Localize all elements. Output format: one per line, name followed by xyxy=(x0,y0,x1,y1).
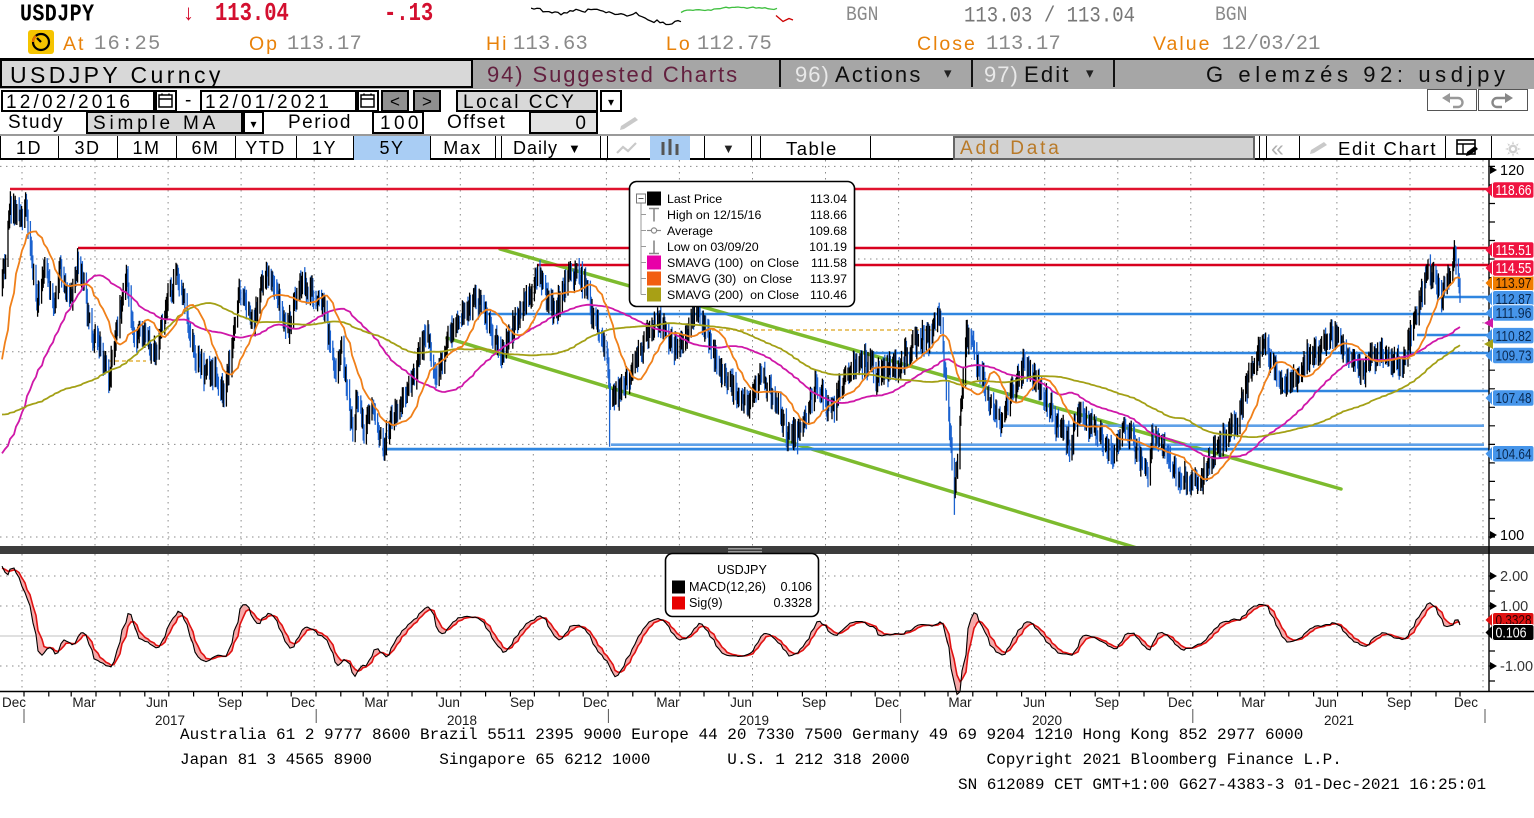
svg-text:113.97: 113.97 xyxy=(1496,276,1532,292)
svg-text:Jun: Jun xyxy=(730,695,752,710)
svg-text:MACD(12,26): MACD(12,26) xyxy=(689,580,766,594)
svg-text:2.00: 2.00 xyxy=(1500,569,1528,585)
svg-text:113.04: 113.04 xyxy=(810,192,847,206)
svg-text:2021: 2021 xyxy=(1324,713,1354,728)
svg-text:111.96: 111.96 xyxy=(1496,306,1532,322)
svg-text:Sep: Sep xyxy=(218,695,242,710)
svg-text:Low on 03/09/20: Low on 03/09/20 xyxy=(667,240,759,254)
svg-text:Mar: Mar xyxy=(948,695,972,710)
svg-text:Jun: Jun xyxy=(146,695,168,710)
svg-text:Dec: Dec xyxy=(2,695,26,710)
svg-text:Dec: Dec xyxy=(1454,695,1478,710)
svg-text:Sep: Sep xyxy=(802,695,826,710)
svg-text:Sep: Sep xyxy=(1387,695,1411,710)
svg-text:109.68: 109.68 xyxy=(809,224,847,238)
svg-text:Mar: Mar xyxy=(1241,695,1265,710)
svg-text:Dec: Dec xyxy=(875,695,899,710)
svg-text:115.51: 115.51 xyxy=(1496,243,1532,259)
svg-text:Jun: Jun xyxy=(1315,695,1337,710)
svg-text:SMAVG (100) on Close: SMAVG (100) on Close xyxy=(667,256,799,270)
svg-text:Mar: Mar xyxy=(656,695,680,710)
svg-text:111.58: 111.58 xyxy=(811,256,847,270)
svg-text:-1.00: -1.00 xyxy=(1500,659,1533,675)
svg-text:110.82: 110.82 xyxy=(1496,329,1532,345)
svg-text:109.73: 109.73 xyxy=(1496,349,1532,365)
svg-text:Average: Average xyxy=(667,224,713,238)
svg-text:Australia 61 2 9777 8600 Brazi: Australia 61 2 9777 8600 Brazil 5511 239… xyxy=(180,726,1303,744)
svg-text:Jun: Jun xyxy=(438,695,460,710)
svg-text:118.66: 118.66 xyxy=(810,208,847,222)
svg-text:Dec: Dec xyxy=(583,695,607,710)
svg-text:Dec: Dec xyxy=(1168,695,1192,710)
svg-text:114.55: 114.55 xyxy=(1496,261,1532,277)
svg-text:107.48: 107.48 xyxy=(1496,391,1532,407)
svg-text:120: 120 xyxy=(1500,163,1524,179)
svg-text:0.3328: 0.3328 xyxy=(773,596,812,610)
svg-text:Japan 81 3 4565 8900 Sin: Japan 81 3 4565 8900 Singapore 65 6212 1… xyxy=(180,751,1342,769)
svg-text:SMAVG (200) on Close: SMAVG (200) on Close xyxy=(667,288,799,302)
svg-text:113.97: 113.97 xyxy=(810,272,847,286)
svg-text:Last Price: Last Price xyxy=(667,192,722,206)
svg-text:0.106: 0.106 xyxy=(780,580,812,594)
svg-text:SN 612089 CET GMT+1:00 G627: SN 612089 CET GMT+1:00 G627-4383-3 01-De… xyxy=(958,776,1486,794)
svg-text:SMAVG (30) on Close: SMAVG (30) on Close xyxy=(667,272,792,286)
svg-text:118.66: 118.66 xyxy=(1496,183,1532,199)
svg-text:Sep: Sep xyxy=(1095,695,1119,710)
svg-text:101.19: 101.19 xyxy=(809,240,847,254)
svg-text:Sig(9): Sig(9) xyxy=(689,596,723,610)
svg-text:Sep: Sep xyxy=(510,695,534,710)
svg-text:104.64: 104.64 xyxy=(1496,447,1532,463)
svg-text:Mar: Mar xyxy=(72,695,96,710)
svg-text:Dec: Dec xyxy=(291,695,315,710)
svg-text:0.106: 0.106 xyxy=(1496,626,1527,642)
svg-text:110.46: 110.46 xyxy=(810,288,847,302)
svg-text:Mar: Mar xyxy=(364,695,388,710)
svg-text:USDJPY: USDJPY xyxy=(717,563,767,577)
svg-text:High on 12/15/16: High on 12/15/16 xyxy=(667,208,761,222)
svg-text:Jun: Jun xyxy=(1023,695,1045,710)
svg-text:100: 100 xyxy=(1500,528,1524,544)
